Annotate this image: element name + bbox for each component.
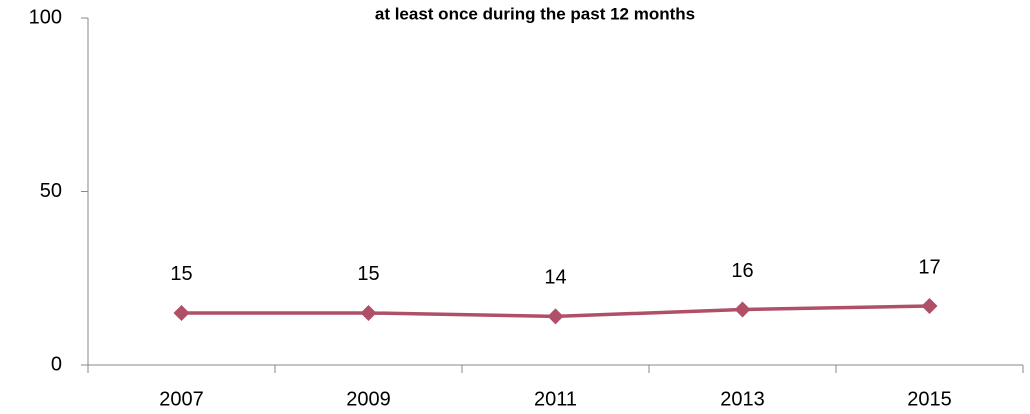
y-tick-label: 100	[29, 6, 62, 28]
y-tick-label: 0	[51, 353, 62, 375]
x-tick-label: 2011	[534, 388, 577, 410]
x-tick-label: 2013	[720, 388, 765, 410]
data-label: 16	[731, 260, 753, 282]
x-tick-label: 2007	[159, 388, 204, 410]
data-label: 17	[918, 256, 940, 278]
marker	[360, 304, 377, 321]
chart-title: at least once during the past 12 months	[375, 4, 695, 23]
marker	[547, 308, 564, 325]
y-tick-label: 50	[40, 180, 62, 202]
data-label: 15	[170, 263, 192, 285]
marker	[921, 298, 938, 315]
x-tick-label: 2015	[907, 388, 952, 410]
marker	[173, 304, 190, 321]
data-label: 15	[357, 263, 379, 285]
x-tick-label: 2009	[346, 388, 391, 410]
data-label: 14	[544, 267, 566, 289]
marker	[734, 301, 751, 318]
